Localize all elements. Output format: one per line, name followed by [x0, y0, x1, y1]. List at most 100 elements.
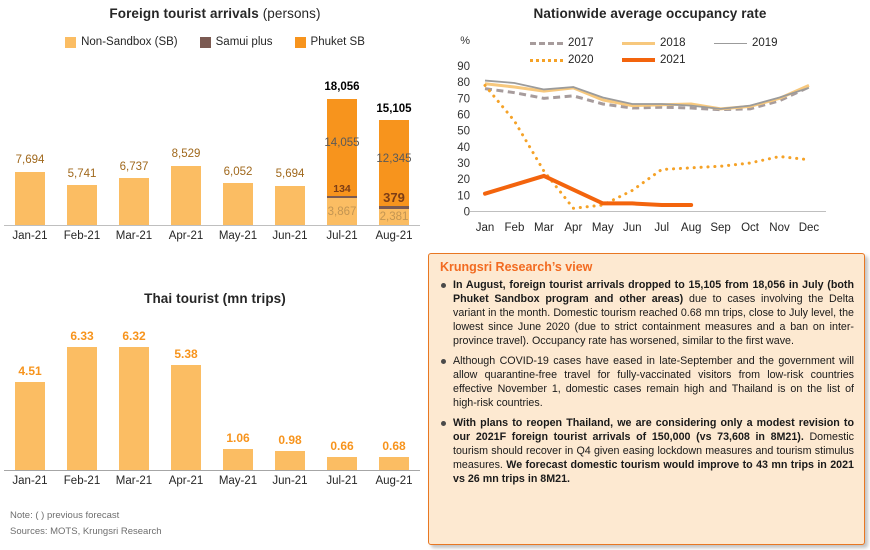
bar-segment — [15, 171, 45, 225]
month-label: May — [592, 222, 614, 234]
bar-Jan-21: 4.51 — [4, 325, 56, 470]
legend-item-phuket-sb: Phuket SB — [294, 36, 365, 48]
bar-value-label: 5,741 — [67, 167, 97, 180]
legend-item-2017: 2017 — [530, 37, 622, 49]
bullet-dot-icon — [441, 283, 446, 288]
legend-item-samui-plus: Samui plus — [199, 36, 273, 48]
bullet-text-bold: In August, foreign tourist arrivals drop… — [453, 279, 854, 306]
view-bullet-1: In August, foreign tourist arrivals drop… — [438, 278, 854, 348]
bullet-text-regular: due to cases involving the Delta variant… — [453, 293, 854, 348]
x-label-Feb-21: Feb-21 — [63, 230, 101, 242]
bar-value-label: 7,694 — [15, 154, 45, 167]
occupancy-line-chart-svg: % 90 80 70 60 50 40 30 20 10 0 Jan Feb Mar Apr May Jun Ju… — [457, 35, 826, 234]
bar-value-label: 0.68 — [382, 438, 406, 453]
legend-swatch-icon — [294, 36, 306, 48]
tick-label: 80 — [457, 77, 470, 89]
bar-Apr-21: 8,529 — [160, 60, 212, 225]
month-label: Feb — [505, 222, 525, 234]
bar-segment — [67, 347, 97, 470]
x-label-Aug-21: Aug-21 — [375, 230, 413, 242]
foreign-chart-plot: 7,694 5,741 6,737 8,529 6,052 5,694 18,056 14,0… — [4, 60, 420, 226]
bullet-text: Although COVID-19 cases have eased in la… — [453, 354, 854, 410]
bar-segment — [119, 178, 149, 225]
month-label: Oct — [741, 222, 760, 234]
bar-value-label: 2,381 — [379, 210, 409, 223]
line-series-2019 — [484, 79, 810, 110]
x-label-Aug-21: Aug-21 — [375, 475, 413, 487]
bar-segment — [223, 449, 253, 470]
bar-value-label: 6,052 — [223, 165, 253, 178]
legend-item-2018: 2018 — [622, 37, 714, 49]
thai-chart-x-axis: Jan-21 Feb-21 Mar-21 Apr-21 May-21 Jun-21 Jul-… — [4, 475, 420, 491]
legend-label: Samui plus — [215, 36, 273, 48]
thai-chart-plot: 4.51 6.33 6.32 5.38 1.06 0.98 0.66 0.68 — [4, 325, 420, 471]
bar-Jun-21: 5,694 — [264, 60, 316, 225]
month-label: Jan — [476, 222, 495, 234]
legend-label: Non-Sandbox (SB) — [81, 36, 178, 48]
bar-segment — [379, 205, 409, 209]
bar-segment — [379, 120, 409, 206]
bar-value-label: 134 — [333, 182, 351, 195]
tick-label: 60 — [457, 110, 470, 122]
tick-label: 40 — [457, 142, 470, 154]
bar-value-label: 379 — [383, 189, 405, 205]
bar-value-label: 12,345 — [376, 152, 412, 165]
bullet-text-regular: Domestic tourism should recover in Q4 gi… — [453, 431, 854, 472]
x-label-Apr-21: Apr-21 — [168, 475, 204, 487]
thai-chart-title-text: Thai tourist (mn trips) — [144, 291, 286, 306]
month-label: Nov — [769, 222, 790, 234]
pct-label: % — [460, 35, 470, 47]
bullet-text: In August, foreign tourist arrivals drop… — [453, 278, 854, 348]
x-label-Mar-21: Mar-21 — [115, 230, 153, 242]
bar-value-label: 18,056 — [324, 81, 360, 94]
bar-value-label: 8,529 — [171, 148, 201, 161]
bar-value-label: 14,055 — [324, 137, 360, 150]
legend-label: 2018 — [660, 37, 686, 49]
month-label: Sep — [710, 222, 730, 234]
legend-label: 2021 — [660, 54, 686, 66]
legend-item-non-sandbox-sb-: Non-Sandbox (SB) — [65, 36, 178, 48]
legend-swatch-icon — [65, 36, 77, 48]
bar-segment — [327, 457, 357, 470]
bullet-text-regular: Although COVID-19 cases have eased in la… — [453, 355, 854, 410]
tick-label: 70 — [457, 93, 470, 105]
legend-line-swatch-icon — [622, 41, 655, 45]
view-bullet-3: With plans to reopen Thailand, we are co… — [438, 416, 854, 486]
tick-label: 50 — [457, 126, 470, 138]
bar-Aug-21: 0.68 — [368, 325, 420, 470]
bar-segment — [327, 196, 357, 199]
foreign-chart-title: Foreign tourist arrivals (persons) — [0, 6, 430, 21]
bar-segment — [275, 450, 305, 470]
thai-tourist-chart: Thai tourist (mn trips) 4.51 6.33 6.32 5.38… — [0, 285, 430, 510]
x-label-Feb-21: Feb-21 — [63, 475, 101, 487]
bullet-dot-icon — [441, 359, 446, 365]
bar-value-label: 0.98 — [278, 432, 302, 447]
occupancy-chart-legend: 2017 2018 2019 2020 2021 — [530, 37, 806, 66]
view-bullet-2: Although COVID-19 cases have eased in la… — [438, 354, 854, 410]
bar-value-label: 5.38 — [174, 347, 198, 362]
legend-swatch-icon — [199, 36, 211, 48]
x-label-May-21: May-21 — [218, 475, 258, 487]
bar-segment — [15, 382, 45, 470]
thai-chart-title: Thai tourist (mn trips) — [0, 291, 430, 306]
line-series-2021 — [483, 173, 694, 208]
legend-label: Phuket SB — [310, 36, 365, 48]
tick-label: 0 — [464, 207, 470, 219]
x-label-Apr-21: Apr-21 — [168, 230, 204, 242]
bar-May-21: 1.06 — [212, 325, 264, 470]
legend-line-swatch-icon — [622, 58, 655, 62]
bar-segment — [275, 185, 305, 225]
bar-Jul-21: 0.66 — [316, 325, 368, 470]
bar-Jan-21: 7,694 — [4, 60, 56, 225]
x-label-Jan-21: Jan-21 — [12, 475, 48, 487]
tick-label: 10 — [457, 190, 470, 202]
legend-line-swatch-icon — [714, 42, 747, 44]
legend-line-swatch-icon — [530, 41, 563, 45]
bar-segment — [223, 183, 253, 225]
foreign-arrivals-chart: Foreign tourist arrivals (persons) Non-S… — [0, 0, 430, 260]
line-series-2017 — [484, 85, 810, 112]
bar-value-label: 6,737 — [119, 160, 149, 173]
x-label-Jan-21: Jan-21 — [12, 230, 48, 242]
bar-Mar-21: 6.32 — [108, 325, 160, 470]
bar-value-label: 0.66 — [330, 439, 354, 454]
